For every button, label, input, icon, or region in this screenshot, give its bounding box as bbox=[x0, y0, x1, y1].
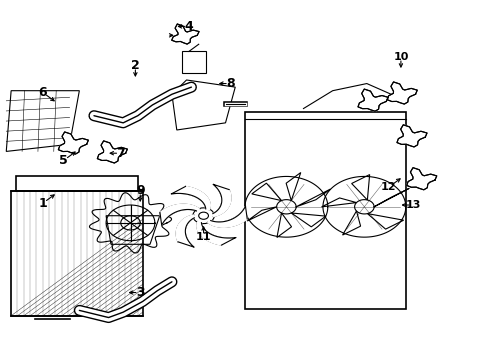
Text: 11: 11 bbox=[196, 232, 211, 242]
Polygon shape bbox=[58, 132, 88, 154]
Polygon shape bbox=[407, 168, 437, 190]
Text: 12: 12 bbox=[381, 182, 396, 192]
Text: 6: 6 bbox=[39, 86, 47, 99]
Text: 3: 3 bbox=[136, 286, 145, 299]
Text: 1: 1 bbox=[38, 197, 47, 210]
Polygon shape bbox=[172, 186, 210, 210]
Polygon shape bbox=[397, 125, 427, 147]
Polygon shape bbox=[98, 141, 127, 163]
Polygon shape bbox=[172, 24, 199, 44]
Text: 5: 5 bbox=[59, 154, 68, 167]
Polygon shape bbox=[208, 206, 247, 227]
Text: 2: 2 bbox=[131, 59, 140, 72]
Circle shape bbox=[193, 208, 214, 224]
Polygon shape bbox=[160, 204, 199, 225]
Polygon shape bbox=[213, 184, 231, 216]
Polygon shape bbox=[182, 51, 206, 73]
Polygon shape bbox=[6, 91, 79, 152]
Text: 13: 13 bbox=[405, 200, 421, 210]
Text: 9: 9 bbox=[136, 184, 145, 197]
Text: 4: 4 bbox=[185, 20, 194, 33]
Polygon shape bbox=[176, 215, 194, 247]
Polygon shape bbox=[358, 89, 388, 111]
Text: 8: 8 bbox=[226, 77, 235, 90]
Text: 10: 10 bbox=[393, 52, 409, 62]
Polygon shape bbox=[387, 82, 417, 104]
Polygon shape bbox=[197, 221, 236, 245]
Text: 7: 7 bbox=[117, 147, 125, 160]
